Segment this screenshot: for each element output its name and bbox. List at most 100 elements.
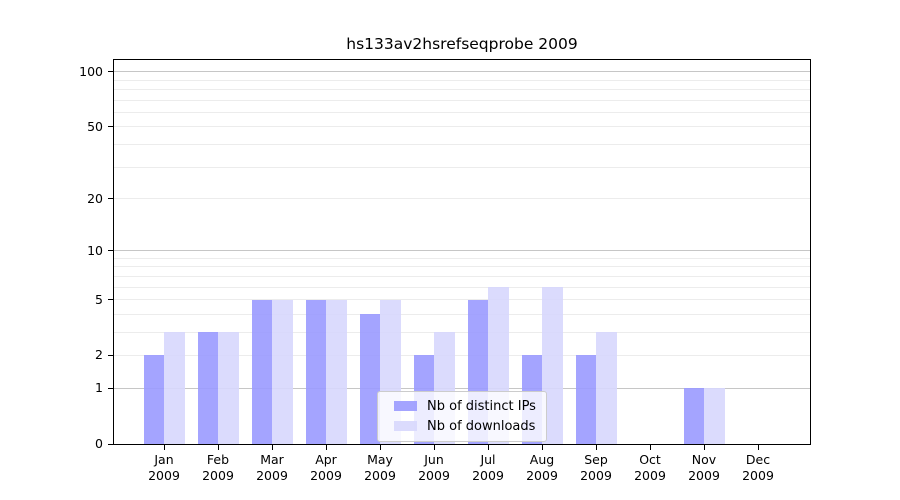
x-tick-year: 2009 <box>580 468 612 483</box>
x-tick-label-dec: Dec 2009 <box>726 452 790 484</box>
legend-label-distinct-ips: Nb of distinct IPs <box>427 398 536 414</box>
x-tick-year: 2009 <box>418 468 450 483</box>
x-tick-label-aug: Aug 2009 <box>510 452 574 484</box>
x-tick-year: 2009 <box>256 468 288 483</box>
x-tick-month: Mar <box>260 452 284 467</box>
x-tick-month: Dec <box>745 452 771 467</box>
bar-distinct-ips-jan <box>143 355 164 444</box>
x-tick-aug <box>541 445 543 450</box>
x-tick-month: Sep <box>584 452 608 467</box>
x-tick-apr <box>325 445 327 450</box>
gridline-minor-50 <box>114 126 810 128</box>
y-tick-1 <box>108 387 113 389</box>
y-tick-label-1: 1 <box>95 380 103 396</box>
x-tick-label-apr: Apr 2009 <box>294 452 358 484</box>
gridline-minor-30 <box>114 166 810 168</box>
x-tick-year: 2009 <box>202 468 234 483</box>
x-tick-mar <box>271 445 273 450</box>
y-tick-20 <box>108 198 113 199</box>
bar-downloads-jan <box>164 332 185 444</box>
y-tick-label-100: 100 <box>79 63 103 79</box>
bar-downloads-mar <box>272 299 293 444</box>
x-tick-month: May <box>367 452 393 467</box>
gridline-minor-3 <box>114 331 810 333</box>
gridline-minor-20 <box>114 198 810 199</box>
bar-distinct-ips-feb <box>197 332 218 444</box>
x-tick-month: Apr <box>315 452 337 467</box>
y-tick-label-20: 20 <box>87 190 103 206</box>
bar-distinct-ips-mar <box>251 299 272 444</box>
x-tick-label-nov: Nov 2009 <box>672 452 736 484</box>
bar-downloads-nov <box>704 388 725 444</box>
gridline-minor-5 <box>114 299 810 301</box>
y-tick-10 <box>108 250 113 252</box>
x-tick-may <box>379 445 381 450</box>
legend-swatch-downloads-icon <box>394 421 417 431</box>
chart-title: hs133av2hsrefseqprobe 2009 <box>346 35 578 53</box>
bar-distinct-ips-may <box>359 314 380 444</box>
x-tick-jan <box>163 445 165 450</box>
legend-item-distinct-ips: Nb of distinct IPs <box>394 396 538 416</box>
x-tick-month: Aug <box>529 452 555 467</box>
x-tick-month: Feb <box>206 452 230 467</box>
y-tick-2 <box>108 354 113 356</box>
x-tick-label-jan: Jan 2009 <box>132 452 196 484</box>
x-tick-jul <box>487 445 489 450</box>
x-tick-month: Oct <box>639 452 661 467</box>
x-tick-year: 2009 <box>364 468 396 483</box>
x-tick-month: Jun <box>424 452 444 467</box>
gridline-minor-70 <box>114 99 810 101</box>
legend-label-downloads: Nb of downloads <box>427 418 536 434</box>
x-tick-oct <box>649 445 651 450</box>
x-tick-year: 2009 <box>148 468 180 483</box>
gridline-minor-6 <box>114 286 810 288</box>
x-tick-jun <box>433 445 435 450</box>
x-tick-year: 2009 <box>472 468 504 483</box>
gridline-minor-8 <box>114 266 810 268</box>
x-tick-label-sep: Sep 2009 <box>564 452 628 484</box>
x-tick-label-may: May 2009 <box>348 452 412 484</box>
gridline-minor-60 <box>114 112 810 114</box>
gridline-minor-9 <box>114 257 810 259</box>
y-tick-50 <box>108 126 113 128</box>
bar-downloads-sep <box>596 332 617 444</box>
x-tick-year: 2009 <box>310 468 342 483</box>
bar-distinct-ips-apr <box>305 299 326 444</box>
bar-downloads-feb <box>218 332 239 444</box>
x-tick-month: Jan <box>154 452 174 467</box>
x-tick-year: 2009 <box>526 468 558 483</box>
x-tick-label-jun: Jun 2009 <box>402 452 466 484</box>
x-tick-year: 2009 <box>634 468 666 483</box>
y-tick-label-2: 2 <box>95 347 103 363</box>
gridline-major-10 <box>114 250 810 252</box>
y-tick-5 <box>108 299 113 301</box>
gridline-minor-40 <box>114 144 810 146</box>
legend-swatch-distinct-ips-icon <box>394 401 417 411</box>
bar-downloads-apr <box>326 299 347 444</box>
bar-downloads-aug <box>542 287 563 444</box>
y-tick-0 <box>108 443 113 445</box>
x-tick-label-oct: Oct 2009 <box>618 452 682 484</box>
y-tick-label-50: 50 <box>87 118 103 134</box>
gridline-minor-80 <box>114 89 810 91</box>
y-tick-label-0: 0 <box>95 436 103 451</box>
x-tick-feb <box>217 445 219 450</box>
y-tick-label-10: 10 <box>87 242 103 258</box>
x-tick-year: 2009 <box>688 468 720 483</box>
x-tick-year: 2009 <box>742 468 774 483</box>
x-tick-dec <box>757 445 759 450</box>
y-tick-label-5: 5 <box>95 291 103 307</box>
gridline-minor-90 <box>114 79 810 81</box>
x-tick-label-feb: Feb 2009 <box>186 452 250 484</box>
x-tick-month: Jul <box>480 452 496 467</box>
gridline-major-100 <box>114 71 810 73</box>
legend: Nb of distinct IPs Nb of downloads <box>377 391 547 442</box>
y-tick-100 <box>108 71 113 73</box>
x-tick-month: Nov <box>691 452 717 467</box>
gridline-minor-7 <box>114 275 810 277</box>
x-tick-label-mar: Mar 2009 <box>240 452 304 484</box>
gridline-minor-2 <box>114 354 810 356</box>
x-tick-label-jul: Jul 2009 <box>456 452 520 484</box>
bar-distinct-ips-sep <box>575 355 596 444</box>
